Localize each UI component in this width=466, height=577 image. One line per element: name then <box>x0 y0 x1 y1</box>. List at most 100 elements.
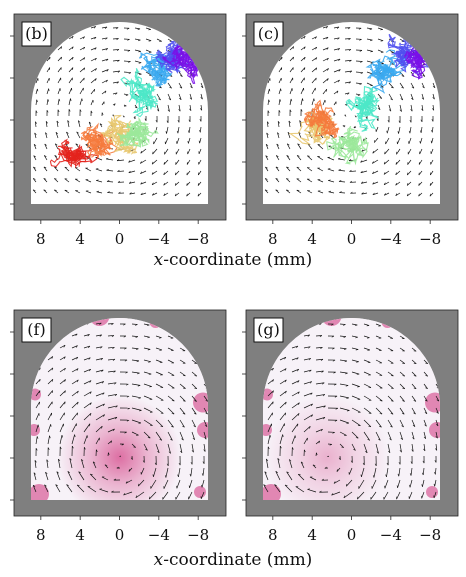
quiver-arrow <box>71 356 79 361</box>
quiver-arrow <box>408 137 412 144</box>
quiver-arrow <box>278 99 281 106</box>
quiver-arrow <box>430 159 434 165</box>
quiver-arrowhead <box>288 120 291 124</box>
quiver-arrowhead <box>44 143 47 146</box>
quiver-arrow <box>355 93 361 96</box>
quiver-arrowhead <box>378 438 381 441</box>
quiver-arrowhead <box>58 458 61 462</box>
quiver-arrow <box>263 484 269 493</box>
panel-label-box <box>253 21 284 47</box>
quiver-arrow <box>67 471 73 481</box>
quiver-arrowhead <box>296 155 300 157</box>
quiver-arrowhead <box>169 86 172 89</box>
quiver-arrowhead <box>61 435 63 438</box>
quiver-arrowhead <box>43 166 47 169</box>
quiver-arrowhead <box>51 390 53 394</box>
quiver-arrow <box>300 35 306 40</box>
quiver-arrowhead <box>319 335 323 338</box>
quiver-arrow <box>339 443 344 448</box>
quiver-arrowhead <box>338 69 341 72</box>
quiver-arrow <box>107 416 118 421</box>
quiver-arrow <box>83 423 91 433</box>
quiver-arrow <box>267 379 274 385</box>
quiver-arrow <box>311 36 317 40</box>
quiver-arrow <box>423 395 428 402</box>
quiver-arrow <box>167 371 175 376</box>
quiver-arrow <box>423 431 427 439</box>
quiver-arrowhead <box>356 361 359 363</box>
panel-label: (g) <box>257 320 280 339</box>
quiver-arrow <box>175 148 180 155</box>
quiver-arrow <box>339 371 348 374</box>
quiver-arrowhead <box>361 192 364 195</box>
quiver-arrowhead <box>412 437 415 440</box>
quiver-arrow <box>297 143 302 150</box>
quiver-arrow <box>411 395 417 402</box>
quiver-arrow <box>411 359 417 364</box>
quiver-arrowhead <box>347 92 350 95</box>
quiver-arrowhead <box>94 36 97 40</box>
quiver-arrowhead <box>190 86 193 89</box>
quiver-arrow <box>152 192 158 196</box>
quiver-arrowhead <box>337 48 340 51</box>
quiver-arrow <box>291 380 300 385</box>
quiver-arrow <box>315 428 323 433</box>
quiver-arrowhead <box>56 120 59 124</box>
quiver-arrowhead <box>360 61 363 63</box>
quiver-arrow <box>309 476 317 481</box>
quiver-arrow <box>303 437 308 445</box>
quiver-arrowhead <box>413 375 417 377</box>
quiver-arrow <box>339 359 348 362</box>
quiver-arrowhead <box>95 68 97 71</box>
quiver-arrowhead <box>401 412 405 415</box>
quiver-arrowhead <box>346 397 349 399</box>
quiver-arrowhead <box>135 336 139 338</box>
quiver-arrow <box>155 407 164 414</box>
quiver-arrow <box>59 401 66 409</box>
quiver-arrow <box>143 419 153 426</box>
quiver-arrowhead <box>178 462 181 466</box>
quiver-arrowhead <box>338 58 341 62</box>
quiver-arrow <box>289 77 294 84</box>
quiver-arrow <box>83 345 91 349</box>
quiver-arrow <box>35 88 38 95</box>
quiver-arrow <box>131 407 142 411</box>
quiver-arrow <box>95 437 100 445</box>
quiver-arrow <box>156 104 160 112</box>
quiver-arrow <box>327 157 335 161</box>
quiver-arrowhead <box>390 98 393 101</box>
quiver-arrowhead <box>90 402 92 406</box>
quiver-arrowhead <box>140 171 143 174</box>
quiver-arrowhead <box>72 67 74 70</box>
quiver-arrow <box>167 419 174 428</box>
quiver-arrow <box>155 347 163 351</box>
quiver-arrowhead <box>123 323 126 326</box>
quiver-arrow <box>34 132 37 139</box>
quiver-arrowhead <box>60 46 63 49</box>
quiver-arrowhead <box>326 58 329 61</box>
quiver-arrowhead <box>100 346 103 349</box>
wall-vorticity-spot <box>263 424 272 436</box>
quiver-arrowhead <box>315 67 318 71</box>
quiver-arrow <box>435 407 439 414</box>
quiver-arrow <box>87 486 97 493</box>
quiver-arrow <box>198 159 202 165</box>
quiver-arrowhead <box>278 110 281 113</box>
quiver-arrowhead <box>267 446 270 450</box>
quiver-arrow <box>107 370 116 373</box>
quiver-arrow <box>140 159 147 164</box>
quiver-arrow <box>307 143 313 150</box>
quiver-arrow <box>47 412 52 421</box>
quiver-arrow <box>373 467 377 478</box>
quiver-arrow <box>386 467 389 477</box>
quiver-arrow <box>167 104 170 112</box>
quiver-arrow <box>71 401 79 409</box>
panel-b: 8 4 0 −4 −8 (b) <box>10 13 227 248</box>
quiver-arrow <box>95 392 105 397</box>
quiver-arrowhead <box>192 437 195 440</box>
quiver-arrow <box>47 367 54 373</box>
quiver-arrow <box>174 192 180 197</box>
quiver-arrow <box>200 104 203 111</box>
quiver-arrow <box>75 178 81 183</box>
quiver-arrowhead <box>101 381 104 384</box>
